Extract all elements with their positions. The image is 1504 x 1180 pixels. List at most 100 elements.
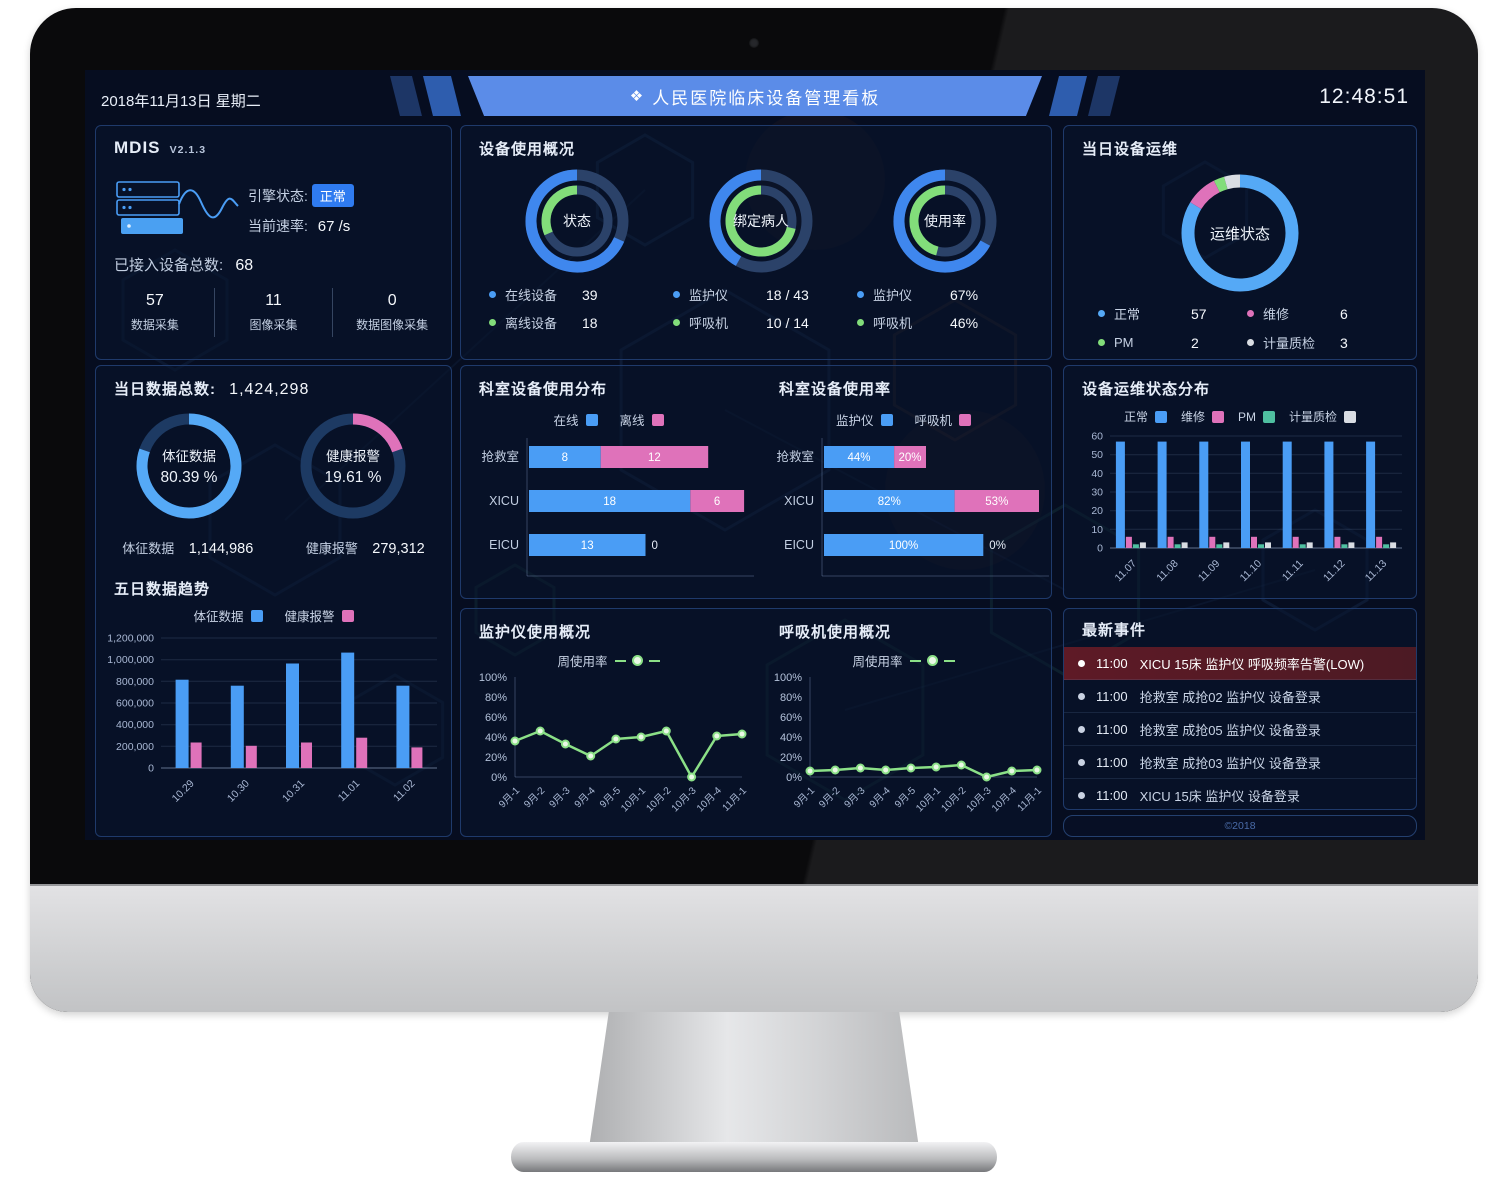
event-text: XICU 15床 监护仪 呼吸频率告警(LOW) <box>1139 656 1365 672</box>
svg-text:100%: 100% <box>479 672 507 684</box>
svg-text:10月-2: 10月-2 <box>939 784 969 814</box>
banner-stripe-left-inner <box>423 76 461 116</box>
stat-data-image-capture: 0 数据图像采集 <box>333 288 451 337</box>
event-time: 11:00 <box>1096 721 1128 737</box>
legend-weekly-usage: 周使用率 <box>852 651 955 670</box>
legend-swatch <box>959 413 972 426</box>
dept-dist-chart: 抢救室 8 12 XICU 18 6 EICU 13 0 <box>469 432 756 592</box>
svg-text:11.09: 11.09 <box>1196 558 1223 585</box>
svg-text:80%: 80% <box>780 692 802 704</box>
svg-text:400,000: 400,000 <box>116 719 154 731</box>
event-row: 11:00 抢救室 成抢02 监护仪 设备登录 <box>1064 680 1416 713</box>
legend-value: 3 <box>1340 334 1348 351</box>
engine-status-label: 引擎状态: <box>248 188 308 204</box>
legend-label: 周使用率 <box>557 655 608 669</box>
legend-swatch <box>341 609 354 622</box>
svg-text:20%: 20% <box>898 452 921 464</box>
svg-text:6: 6 <box>714 496 720 508</box>
date-label: 2018年11月13日 星期二 <box>101 93 261 110</box>
legend-label: 离线 <box>619 414 645 428</box>
legend-monitor: 监护仪 67% <box>857 285 1033 304</box>
event-dot <box>1078 659 1085 667</box>
legend-pm: PM <box>1238 410 1275 424</box>
daily-total-row: 当日数据总数: 1,424,298 <box>114 378 309 399</box>
legend-dot <box>1247 339 1254 346</box>
vent-usage-chart: 0% 20% 40% 60% 80% 100% 9月-1 9月-2 9月-3 9月-4 9月-5 10… <box>764 669 1051 834</box>
svg-text:30: 30 <box>1091 487 1103 499</box>
svg-text:抢救室: 抢救室 <box>481 449 519 464</box>
event-dot <box>1078 725 1085 733</box>
legend-dot <box>489 319 496 326</box>
camera-dot <box>749 38 759 48</box>
legend-label: 健康报警 <box>284 610 335 624</box>
svg-text:10月-4: 10月-4 <box>989 784 1019 814</box>
svg-text:0%: 0% <box>786 772 802 784</box>
stat-label: 健康报警 <box>305 541 358 556</box>
copyright-box: ©2018 <box>1063 815 1417 837</box>
svg-text:9月-1: 9月-1 <box>791 784 817 810</box>
events-list: 11:00 XICU 15床 监护仪 呼吸频率告警(LOW) 11:00 抢救室 成… <box>1064 647 1416 809</box>
stat-value: 279,312 <box>372 541 425 557</box>
vital-data-stat: 体征数据 1,144,986 <box>122 538 253 558</box>
legend-swatch <box>651 413 664 426</box>
stat-value: 1,144,986 <box>188 541 254 557</box>
svg-text:100%: 100% <box>889 540 918 552</box>
engine-status-row: 引擎状态: 正常 <box>248 184 354 207</box>
legend-metrology: 计量质检 3 <box>1247 333 1396 352</box>
daily-ops-panel: 当日设备运维 运维状态 正常 57 维修 6 PM 2 计量质检 3 <box>1063 125 1417 360</box>
ops-title: 当日设备运维 <box>1082 141 1179 158</box>
svg-text:60: 60 <box>1091 431 1103 443</box>
svg-text:0: 0 <box>148 763 154 775</box>
svg-text:40: 40 <box>1091 468 1103 480</box>
legend-label: 离线设备 <box>505 316 558 331</box>
legend-label: 呼吸机 <box>689 316 729 331</box>
mdis-title: MDIS V2.1.3 <box>114 138 206 158</box>
banner-stripe-right-outer <box>1088 76 1120 116</box>
legend-swatch <box>250 609 263 622</box>
legend-value: 10 / 14 <box>766 314 809 331</box>
svg-text:20%: 20% <box>780 752 802 764</box>
banner-stripe-right-inner <box>1049 76 1087 116</box>
svg-text:10.29: 10.29 <box>170 778 197 805</box>
svg-text:EICU: EICU <box>784 538 814 552</box>
legend-value: 2 <box>1191 334 1199 351</box>
svg-text:XICU: XICU <box>489 494 519 508</box>
svg-text:9月-3: 9月-3 <box>842 784 868 810</box>
server-icon <box>116 181 239 234</box>
health-alarm-donut-chart <box>297 410 409 522</box>
svg-text:10月-1: 10月-1 <box>914 784 944 814</box>
total-devices-row: 已接入设备总数: 68 <box>114 254 253 275</box>
dept-dist-title: 科室设备使用分布 <box>479 381 608 398</box>
svg-text:10月-2: 10月-2 <box>644 784 674 814</box>
legend-dot <box>489 291 496 298</box>
status-donut-chart <box>522 166 632 276</box>
imac-monitor: 2018年11月13日 星期二 ❖ 人民医院临床设备管理看板 12:48:51 … <box>30 8 1478 1012</box>
event-dot <box>1078 758 1085 766</box>
svg-text:11.08: 11.08 <box>1154 558 1181 585</box>
svg-text:11.01: 11.01 <box>336 778 363 805</box>
event-row: 11:00 抢救室 成抢05 监护仪 设备登录 <box>1064 713 1416 746</box>
svg-text:0%: 0% <box>989 540 1006 552</box>
status-donut-group: 状态 在线设备 39 离线设备 18 <box>489 166 665 332</box>
legend-label: PM <box>1114 335 1134 350</box>
legend-repair: 维修 <box>1181 408 1224 425</box>
legend-vital: 体征数据 <box>193 606 263 625</box>
svg-text:0: 0 <box>1097 543 1103 555</box>
svg-text:800,000: 800,000 <box>116 676 154 688</box>
event-row: 11:00 抢救室 成抢03 监护仪 设备登录 <box>1064 746 1416 779</box>
legend-value: 6 <box>1340 305 1348 322</box>
dept-usage-chart: 抢救室 44% 20% XICU 82% 53% EICU 100% 0% <box>764 432 1051 592</box>
event-time: 11:00 <box>1096 787 1128 803</box>
legend-label: 计量质检 <box>1263 336 1316 351</box>
stat-image-capture: 11 图像采集 <box>215 288 334 337</box>
svg-text:11.11: 11.11 <box>1280 558 1306 584</box>
monitor-chin <box>30 884 1478 1012</box>
rate-label: 当前速率: <box>248 218 308 234</box>
legend-line <box>943 659 955 662</box>
svg-text:11.02: 11.02 <box>391 778 418 805</box>
events-title: 最新事件 <box>1082 622 1147 639</box>
legend-swatch <box>1344 410 1357 423</box>
ops-dist-title: 设备运维状态分布 <box>1082 381 1211 398</box>
svg-text:XICU: XICU <box>784 494 814 508</box>
